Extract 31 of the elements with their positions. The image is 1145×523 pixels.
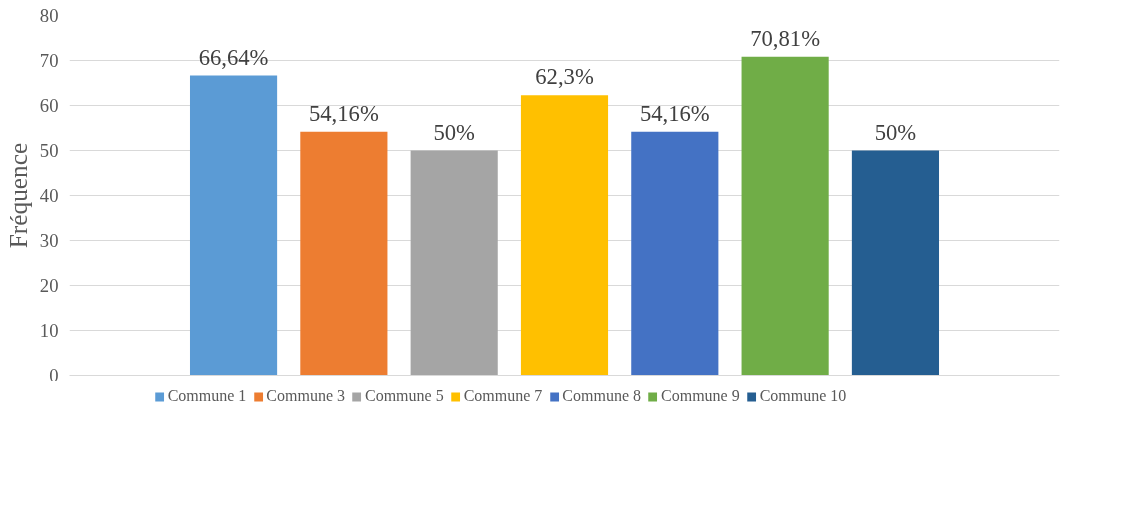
legend-label: Commune 8 [562,387,642,405]
y-tick-label: 50 [39,140,59,161]
data-label: 70,81% [750,25,821,51]
y-axis-title: Fréquence [3,142,32,249]
bar [189,75,278,376]
data-label: 66,64% [198,44,269,70]
y-tick-label: 20 [39,275,59,296]
bar [741,56,829,376]
data-label: 54,16% [639,100,710,126]
y-tick-label: 40 [39,185,59,206]
bar [631,131,719,376]
y-tick-label: 10 [39,320,59,341]
data-label: 50% [874,119,917,145]
legend-label: Commune 9 [661,387,740,405]
y-tick-label: 80 [39,5,59,26]
y-tick-label: 30 [39,230,59,251]
legend-label: Commune 5 [364,387,444,405]
bar [410,150,498,376]
y-tick-label: 0 [49,364,59,386]
data-label: 54,16% [308,100,379,126]
data-label: 62,3% [535,64,594,90]
data-label: 50% [433,119,476,145]
bar [851,150,940,376]
legend-label: Commune 7 [463,387,543,405]
legend-label: Commune 10 [759,387,847,405]
legend-label: Commune 3 [266,387,345,405]
legend-label: Commune 1 [167,387,247,405]
bar [300,131,388,376]
bar [520,95,609,376]
y-tick-label: 60 [39,95,59,116]
y-tick-label: 70 [39,50,59,71]
